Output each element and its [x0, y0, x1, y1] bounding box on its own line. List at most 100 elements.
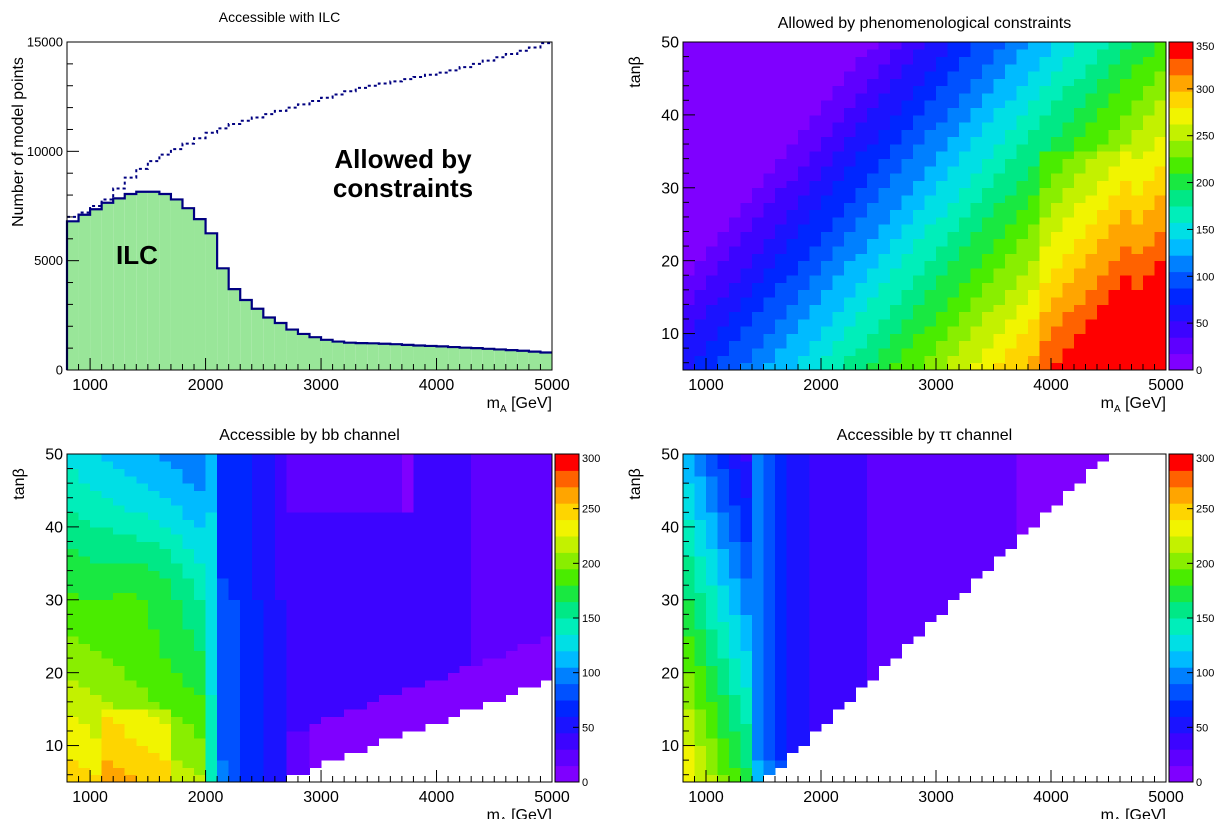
- heatmap-cell: [706, 621, 718, 630]
- heatmap-cell: [90, 497, 103, 506]
- heatmap-cell: [194, 585, 206, 593]
- heatmap-cell: [752, 483, 764, 491]
- heatmap-cell: [263, 607, 276, 615]
- heatmap-cell: [821, 289, 833, 298]
- heatmap-cell: [309, 701, 322, 710]
- heatmap-cell: [182, 650, 195, 659]
- heatmap-cell: [717, 475, 730, 484]
- heatmap-cell: [182, 738, 195, 746]
- heatmap-cell: [844, 607, 856, 615]
- heatmap-cell: [890, 526, 902, 535]
- heatmap-cell: [448, 701, 461, 710]
- heatmap-cell: [182, 665, 195, 674]
- heatmap-cell: [752, 621, 764, 630]
- histogram-bin: [286, 329, 298, 370]
- color-bar-segment: [1169, 353, 1193, 371]
- heatmap-cell: [101, 716, 114, 725]
- heatmap-cell: [159, 752, 172, 761]
- heatmap-cell: [321, 468, 333, 477]
- heatmap-cell: [482, 592, 495, 601]
- heatmap-cell: [136, 512, 149, 520]
- heatmap-cell: [936, 333, 948, 342]
- heatmap-cell: [913, 114, 925, 123]
- heatmap-cell: [194, 774, 206, 783]
- heatmap-cell: [890, 151, 902, 160]
- heatmap-cell: [459, 556, 472, 564]
- heatmap-cell: [286, 592, 299, 601]
- heatmap-cell: [1016, 202, 1029, 211]
- heatmap-cell: [683, 202, 695, 211]
- heatmap-cell: [855, 304, 868, 313]
- heatmap-cell: [924, 490, 937, 499]
- heatmap-cell: [844, 556, 856, 564]
- heatmap-cell: [832, 643, 845, 652]
- heatmap-cell: [390, 694, 403, 703]
- heatmap-cell: [367, 599, 380, 608]
- heatmap-cell: [505, 454, 518, 462]
- heatmap-cell: [832, 512, 845, 520]
- heatmap-cell: [844, 209, 856, 218]
- heatmap-cell: [321, 650, 333, 659]
- heatmap-cell: [170, 505, 183, 513]
- heatmap-cell: [959, 246, 971, 254]
- heatmap-cell: [378, 519, 391, 528]
- heatmap-cell: [683, 599, 695, 608]
- heatmap-cell: [740, 122, 753, 130]
- heatmap-cell: [1074, 260, 1086, 269]
- heatmap-cell: [729, 333, 741, 342]
- heatmap-cell: [471, 614, 484, 623]
- heatmap-cell: [844, 599, 856, 608]
- heatmap-cell: [263, 548, 276, 557]
- heatmap-cell: [867, 238, 879, 247]
- heatmap-cell: [240, 636, 253, 644]
- heatmap-cell: [947, 202, 960, 211]
- heatmap-cell: [982, 71, 994, 79]
- heatmap-cell: [901, 348, 914, 356]
- heatmap-cell: [517, 665, 530, 674]
- heatmap-cell: [113, 483, 126, 491]
- heatmap-cell: [1051, 202, 1063, 211]
- heatmap-cell: [401, 709, 414, 717]
- heatmap-cell: [740, 202, 753, 211]
- heatmap-cell: [832, 621, 845, 630]
- heatmap-cell: [855, 158, 868, 167]
- heatmap-cell: [1097, 454, 1109, 462]
- heatmap-cell: [729, 253, 741, 262]
- heatmap-cell: [1097, 151, 1109, 160]
- heatmap-cell: [67, 636, 79, 644]
- heatmap-cell: [717, 114, 730, 123]
- heatmap-cell: [147, 548, 160, 557]
- heatmap-cell: [786, 362, 799, 371]
- heatmap-cell: [832, 694, 845, 703]
- heatmap-cell: [993, 289, 1006, 298]
- heatmap-cell: [459, 701, 472, 710]
- heatmap-cell: [890, 534, 902, 542]
- heatmap-cell: [752, 49, 764, 57]
- heatmap-cell: [867, 63, 879, 72]
- heatmap-cell: [1028, 165, 1040, 174]
- heatmap-cell: [378, 563, 391, 572]
- heatmap-cell: [890, 216, 902, 225]
- heatmap-cell: [528, 475, 541, 484]
- heatmap-cell: [1108, 238, 1121, 247]
- heatmap-cell: [855, 468, 868, 477]
- heatmap-cell: [821, 607, 833, 615]
- heatmap-cell: [194, 607, 206, 615]
- heatmap-cell: [809, 519, 822, 528]
- heatmap-cell: [344, 643, 357, 652]
- heatmap-cell: [867, 483, 879, 491]
- heatmap-cell: [274, 723, 287, 732]
- heatmap-cell: [1131, 260, 1144, 269]
- heatmap-cell: [970, 173, 983, 181]
- heatmap-cell: [752, 224, 764, 232]
- heatmap-cell: [251, 752, 264, 761]
- heatmap-cell: [1051, 63, 1063, 72]
- heatmap-cell: [1154, 151, 1167, 160]
- heatmap-cell: [413, 454, 426, 462]
- heatmap-cell: [936, 78, 948, 87]
- heatmap-cell: [878, 454, 891, 462]
- heatmap-cell: [113, 519, 126, 528]
- heatmap-cell: [309, 709, 322, 717]
- heatmap-cell: [763, 114, 776, 123]
- heatmap-cell: [855, 585, 868, 593]
